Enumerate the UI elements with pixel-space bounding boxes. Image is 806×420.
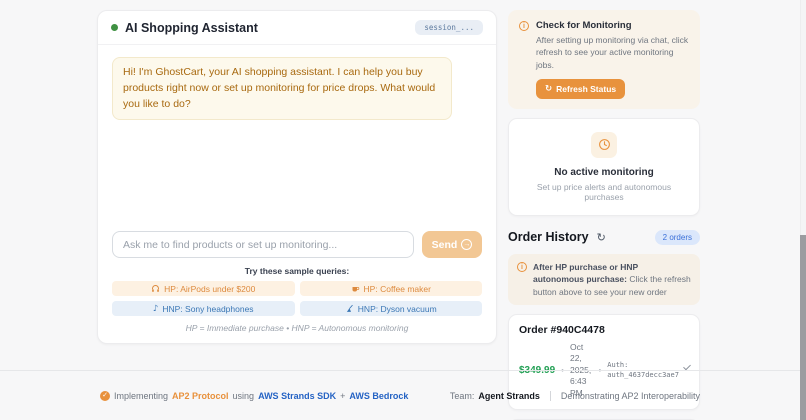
sample-label: HP: AirPods under $200 <box>164 283 256 294</box>
order-history-title: Order History <box>508 230 589 245</box>
scrollbar-track[interactable] <box>800 0 806 420</box>
chat-panel: AI Shopping Assistant session_... Hi! I'… <box>97 10 497 344</box>
samples-label: Try these sample queries: <box>244 266 350 276</box>
music-note-icon: ♪ <box>152 303 159 314</box>
order-history-refresh-icon[interactable]: ↻ <box>596 230 606 244</box>
sample-label: HNP: Dyson vacuum <box>357 303 437 314</box>
sample-label: HP: Coffee maker <box>363 283 431 294</box>
note-bold-text: After HP purchase or HNP autonomous purc… <box>533 261 639 285</box>
footer-divider <box>0 370 806 371</box>
clock-icon-box <box>591 131 617 158</box>
order-auth: Auth: auth_4637decc3ae7 <box>607 361 679 381</box>
chat-input[interactable] <box>112 231 414 258</box>
right-sidebar: i Check for Monitoring After setting up … <box>508 10 700 420</box>
info-icon: i <box>517 261 527 272</box>
order-history-header: Order History ↻ 2 orders <box>508 229 700 245</box>
check-monitoring-title: Check for Monitoring <box>536 20 632 31</box>
assistant-message: Hi! I'm GhostCart, your AI shopping assi… <box>112 57 453 121</box>
refresh-status-button[interactable]: ↻ Refresh Status <box>536 78 626 99</box>
chat-message-area: Hi! I'm GhostCart, your AI shopping assi… <box>98 45 496 231</box>
arrow-circle-icon: → <box>461 239 473 250</box>
footer-tagline: Demonstrating AP2 Interoperability <box>560 391 700 401</box>
order-history-note: i After HP purchase or HNP autonomous pu… <box>508 253 700 305</box>
hp-hnp-legend: HP = Immediate purchase • HNP = Autonomo… <box>185 323 409 333</box>
scrollbar-thumb[interactable] <box>800 235 806 420</box>
footer-implementing: Implementing <box>114 391 169 401</box>
chat-input-zone: Send → Try these sample queries: HP: Air… <box>98 231 496 343</box>
coffee-icon <box>352 287 359 292</box>
refresh-icon: ↻ <box>545 83 553 94</box>
order-history-note-text: After HP purchase or HNP autonomous purc… <box>533 261 691 298</box>
sample-query-sony[interactable]: ♪ HNP: Sony headphones <box>112 301 295 316</box>
no-monitoring-title: No active monitoring <box>554 166 654 178</box>
order-count-badge: 2 orders <box>654 229 700 245</box>
no-monitoring-card: No active monitoring Set up price alerts… <box>508 117 700 216</box>
check-monitoring-text: After setting up monitoring via chat, cl… <box>536 35 689 70</box>
refresh-status-label: Refresh Status <box>556 83 617 94</box>
chat-header: AI Shopping Assistant session_... <box>98 11 496 45</box>
info-icon: i <box>519 21 529 31</box>
sample-queries: HP: AirPods under $200 HP: Coffee maker … <box>112 281 482 316</box>
ap2-protocol-link[interactable]: AP2 Protocol <box>172 391 229 401</box>
footer-text-divider <box>549 391 551 401</box>
sample-query-coffee[interactable]: HP: Coffee maker <box>299 281 482 296</box>
broom-icon <box>346 304 353 312</box>
session-badge: session_... <box>415 20 483 35</box>
aws-strands-sdk-link[interactable]: AWS Strands SDK <box>258 391 337 401</box>
chat-title: AI Shopping Assistant <box>125 20 258 35</box>
clock-icon <box>598 139 610 151</box>
aws-bedrock-link[interactable]: AWS Bedrock <box>349 391 409 401</box>
sample-label: HNP: Sony headphones <box>162 303 254 314</box>
auth-code: auth_4637decc3ae7 <box>607 370 679 379</box>
check-monitoring-card: i Check for Monitoring After setting up … <box>508 10 700 109</box>
online-status-icon <box>111 24 118 31</box>
check-circle-icon: ✓ <box>100 391 110 401</box>
sample-query-airpods[interactable]: HP: AirPods under $200 <box>112 281 295 296</box>
order-date: Oct 22, 2025, 6:43 PM <box>569 341 592 398</box>
no-monitoring-subtitle: Set up price alerts and autonomous purch… <box>536 181 672 202</box>
footer: ✓ Implementing AP2 Protocol using AWS St… <box>100 391 700 401</box>
footer-using: using <box>232 391 255 401</box>
footer-right: Team: Agent Strands Demonstrating AP2 In… <box>450 391 700 401</box>
send-button[interactable]: Send → <box>422 231 482 258</box>
headphones-icon <box>152 285 160 292</box>
footer-plus: + <box>340 391 346 401</box>
sample-query-dyson[interactable]: HNP: Dyson vacuum <box>299 301 482 316</box>
team-name: Agent Strands <box>478 391 540 401</box>
auth-label: Auth: <box>607 360 629 369</box>
note-rest-text: Click the refresh button above to see yo… <box>533 274 691 297</box>
footer-left: ✓ Implementing AP2 Protocol using AWS St… <box>100 391 408 401</box>
team-label: Team: <box>449 391 475 401</box>
order-card[interactable]: Order #940C4478 $349.99 • Oct 22, 2025, … <box>508 313 700 411</box>
send-label: Send <box>431 238 458 251</box>
order-id: Order #940C4478 <box>519 323 605 336</box>
